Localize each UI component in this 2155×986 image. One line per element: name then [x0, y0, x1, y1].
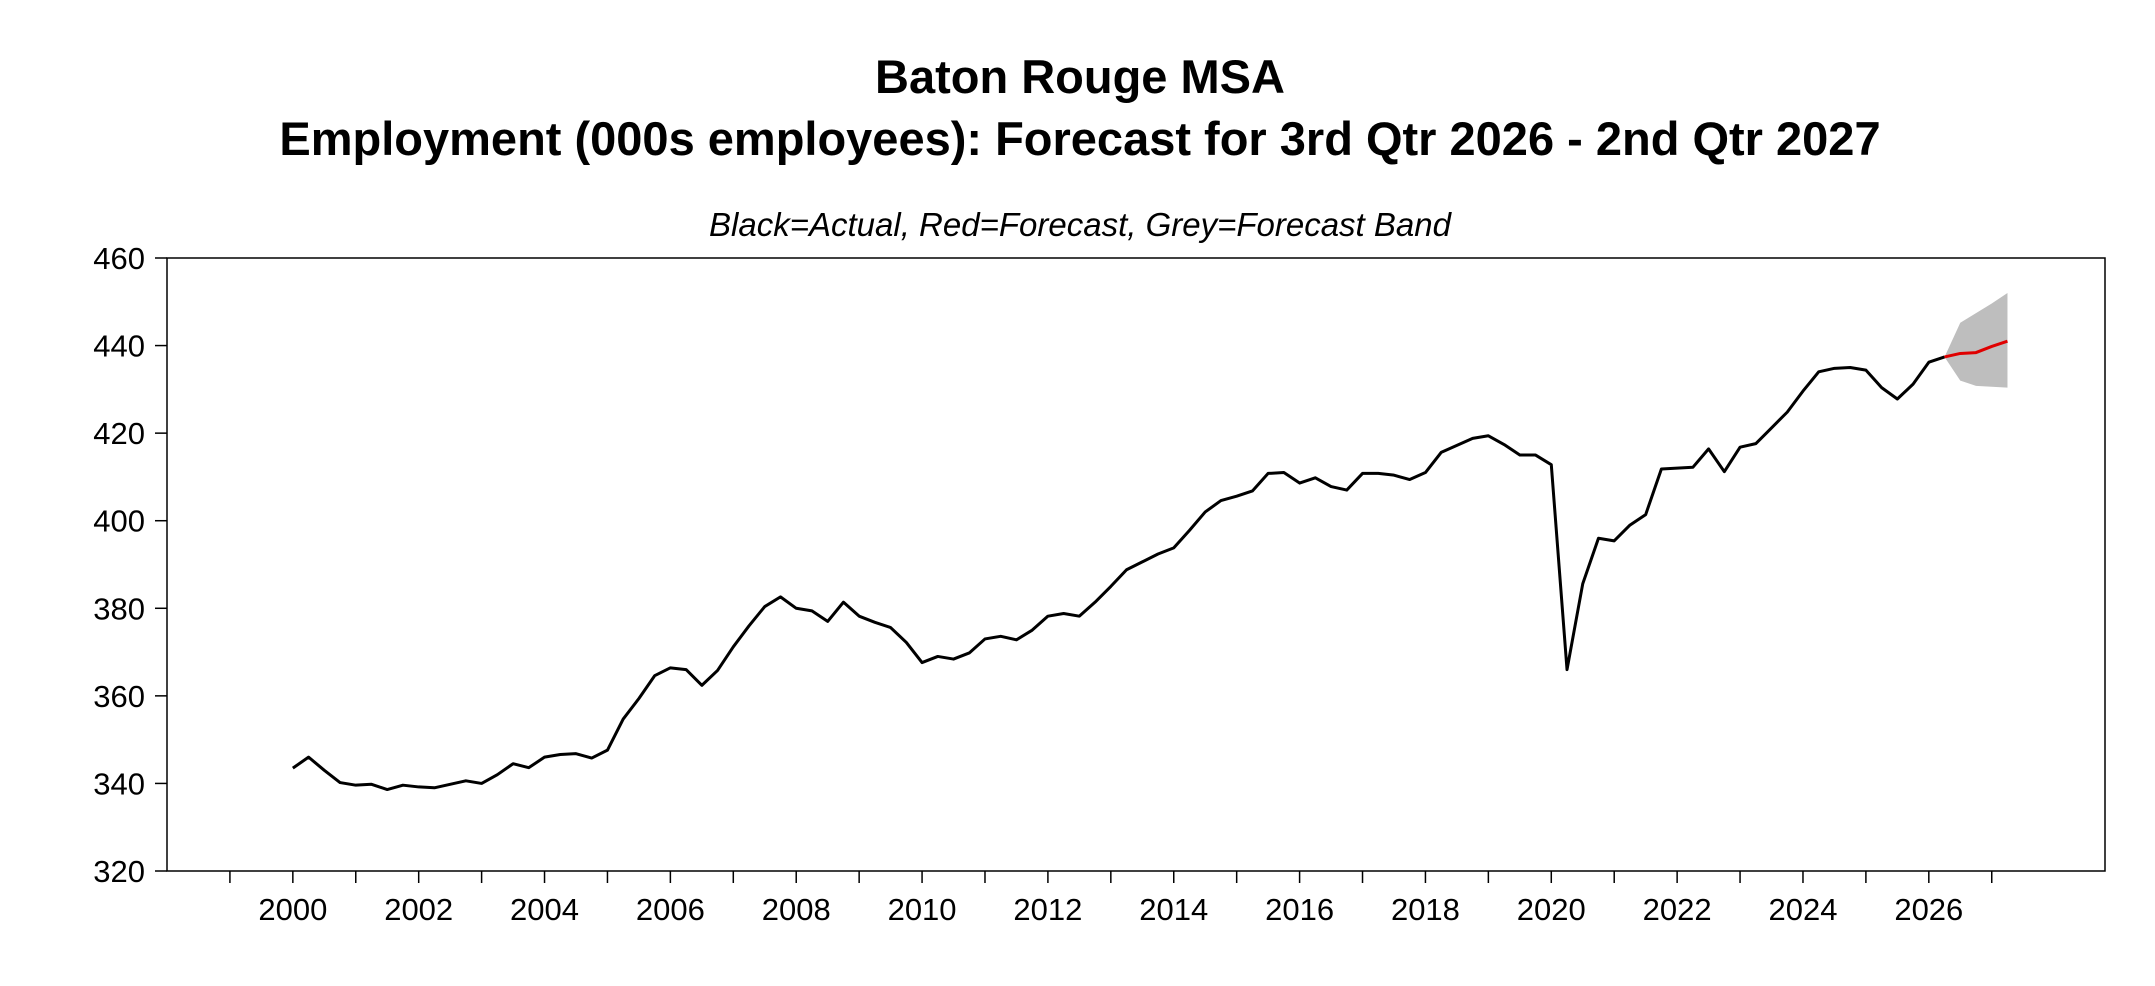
x-tick-label: 2012: [1013, 892, 1082, 927]
x-tick-label: 2004: [510, 892, 579, 927]
x-tick-label: 2014: [1139, 892, 1208, 927]
x-tick-label: 2022: [1643, 892, 1712, 927]
actual-series-line: [291, 355, 1946, 792]
y-tick-label: 340: [93, 766, 145, 801]
x-tick-label: 2008: [762, 892, 831, 927]
x-tick-label: 2016: [1265, 892, 1334, 927]
chart-title-line1: Baton Rouge MSA: [875, 50, 1285, 103]
forecast-band: [1944, 293, 2008, 388]
series-layer: [291, 339, 2008, 792]
chart-subtitle: Black=Actual, Red=Forecast, Grey=Forecas…: [709, 206, 1453, 243]
y-tick-label: 320: [93, 854, 145, 889]
x-tick-label: 2002: [384, 892, 453, 927]
x-tick-label: 2024: [1768, 892, 1837, 927]
x-tick-label: 2026: [1894, 892, 1963, 927]
y-tick-label: 400: [93, 504, 145, 539]
y-tick-label: 380: [93, 591, 145, 626]
y-tick-label: 440: [93, 329, 145, 364]
y-tick-label: 360: [93, 679, 145, 714]
y-tick-label: 420: [93, 416, 145, 451]
x-tick-label: 2010: [888, 892, 957, 927]
x-tick-label: 2000: [258, 892, 327, 927]
x-tick-label: 2018: [1391, 892, 1460, 927]
forecast-series-line: [1944, 339, 2008, 359]
x-tick-label: 2006: [636, 892, 705, 927]
y-tick-label: 460: [93, 241, 145, 276]
forecast-band-layer: [1944, 293, 2008, 388]
chart-title-line2: Employment (000s employees): Forecast fo…: [279, 112, 1880, 165]
x-tick-label: 2020: [1517, 892, 1586, 927]
plot-frame: [166, 257, 2106, 872]
axis-layer: 320 340 360 380 400 420 440 460 2000 2002 2004 2006…: [93, 241, 1993, 927]
